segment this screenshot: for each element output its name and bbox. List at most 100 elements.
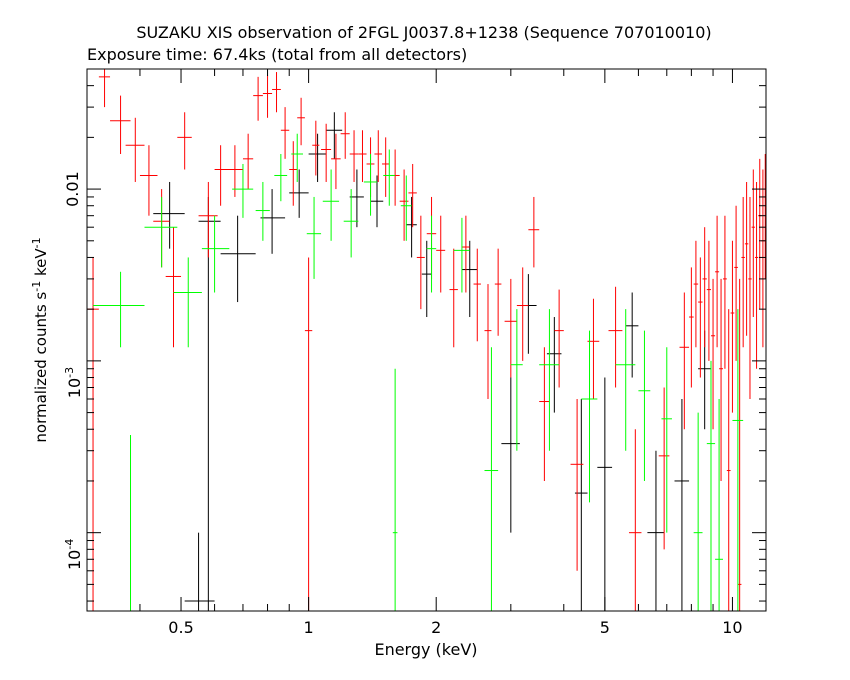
- data-point: [144, 196, 178, 268]
- data-point: [297, 97, 305, 146]
- data-point: [289, 141, 298, 206]
- data-point: [516, 267, 529, 361]
- chart-title: SUZAKU XIS observation of 2FGL J0037.8+1…: [136, 23, 711, 42]
- data-point: [461, 215, 470, 293]
- data-point: [177, 112, 192, 170]
- data-point: [494, 248, 502, 336]
- data-point: [581, 330, 598, 503]
- data-point: [272, 72, 281, 113]
- data-point: [98, 69, 111, 108]
- data-point: [528, 196, 540, 268]
- data-point: [461, 240, 478, 318]
- data-point: [732, 309, 744, 611]
- data-point: [390, 149, 400, 206]
- data-point: [358, 130, 367, 182]
- data-point: [87, 257, 99, 611]
- data-point: [674, 398, 690, 611]
- series-0: [153, 112, 711, 611]
- data-point: [331, 133, 341, 190]
- data-point: [693, 412, 703, 611]
- data-point: [125, 117, 145, 182]
- data-point: [382, 137, 390, 197]
- data-point: [734, 205, 738, 361]
- data-point: [93, 271, 145, 348]
- data-point: [722, 215, 727, 369]
- data-point: [308, 133, 327, 182]
- data-point: [744, 181, 749, 336]
- data-point: [737, 278, 742, 611]
- data-point: [242, 133, 254, 190]
- data-point: [260, 189, 286, 254]
- x-tick-labels: 0.5 1 2 5 10: [168, 618, 742, 637]
- y-tick-labels: 10-4 10-3 0.01: [63, 171, 84, 570]
- data-point: [758, 158, 762, 310]
- plot-frame: [86, 68, 767, 612]
- data-point: [370, 175, 384, 228]
- y-axis-label-exp1: -1: [30, 281, 43, 292]
- data-point: [201, 215, 230, 293]
- data-point: [220, 215, 256, 303]
- data-point: [706, 240, 711, 361]
- data-point: [698, 257, 703, 378]
- data-point: [408, 163, 417, 228]
- data-point: [761, 169, 765, 348]
- data-point: [748, 196, 752, 399]
- data-point: [554, 289, 564, 388]
- data-point: [363, 154, 378, 216]
- series-2: [93, 133, 744, 612]
- data-point: [730, 240, 735, 413]
- y-tick-label: 10-4: [63, 539, 84, 570]
- y-tick-exponent: -4: [63, 539, 76, 550]
- data-point: [399, 169, 409, 241]
- x-tick-label: 10: [722, 618, 742, 637]
- data-point: [349, 169, 364, 228]
- data-point: [173, 257, 202, 348]
- y-axis-label: normalized counts s-1 keV-1: [30, 237, 50, 442]
- data-point: [232, 163, 254, 218]
- x-axis-label: Energy (keV): [374, 640, 477, 659]
- data-point: [262, 75, 273, 118]
- x-tick-label: 1: [304, 618, 314, 637]
- y-tick-label: 0.01: [63, 171, 82, 207]
- data-point: [110, 95, 131, 155]
- data-point: [710, 278, 716, 430]
- data-point: [306, 196, 322, 279]
- data-point: [255, 181, 270, 241]
- data-point: [726, 309, 731, 611]
- data-point: [473, 248, 481, 342]
- y-axis-label-exp2: -1: [30, 237, 43, 248]
- data-point: [484, 347, 499, 611]
- data-point: [304, 257, 313, 611]
- data-point: [326, 112, 343, 159]
- data-point: [679, 292, 690, 430]
- y-tick-label: 10-3: [63, 367, 84, 398]
- series-1: [87, 69, 766, 611]
- data-point: [312, 120, 320, 176]
- data-point: [343, 189, 359, 258]
- data-point: [741, 196, 745, 348]
- data-point: [374, 130, 383, 182]
- data-point: [504, 278, 517, 378]
- x-tick-label: 5: [600, 618, 610, 637]
- data-point: [436, 215, 446, 293]
- data-point: [539, 347, 550, 481]
- data-point: [661, 347, 672, 533]
- chart-subtitle: Exposure time: 67.4ks (total from all de…: [87, 45, 467, 64]
- data-point: [647, 450, 665, 611]
- data-point: [715, 398, 723, 611]
- data-point: [253, 76, 263, 121]
- data-point: [426, 215, 437, 293]
- data-point: [392, 368, 398, 611]
- data-point: [214, 145, 230, 206]
- data-point: [751, 169, 755, 318]
- data-point: [615, 309, 636, 451]
- data-point: [449, 248, 458, 348]
- y-axis-label-unit: keV: [32, 248, 50, 281]
- data-point: [693, 240, 699, 348]
- data-point: [400, 175, 412, 241]
- data-point: [291, 133, 304, 182]
- data-point: [289, 169, 309, 218]
- data-point: [340, 112, 350, 159]
- data-point: [625, 292, 639, 378]
- data-point: [349, 130, 359, 182]
